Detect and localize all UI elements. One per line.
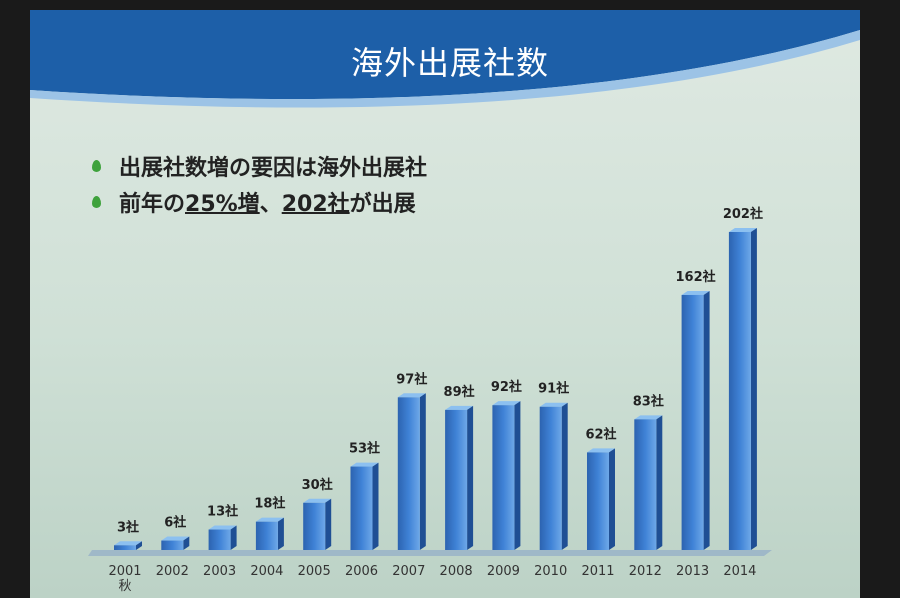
- bullet-text: が出展: [349, 192, 416, 217]
- x-tick-label: 2013: [676, 564, 710, 579]
- bar-side: [183, 536, 190, 550]
- value-label: 30社: [302, 477, 333, 493]
- bullet: 前年の 25%増、 202社 が出展: [92, 184, 427, 220]
- bar-side: [609, 448, 615, 550]
- bar-side: [419, 393, 426, 550]
- bar: [681, 294, 704, 550]
- x-tick-label: 2008: [439, 564, 473, 579]
- x-tick-label: 2012: [628, 564, 662, 579]
- value-label: 89社: [444, 384, 475, 400]
- bar: [634, 419, 657, 550]
- bar-top: [397, 393, 426, 398]
- value-label: 53社: [349, 441, 380, 457]
- value-label: 162社: [676, 269, 716, 285]
- bar-top: [208, 525, 237, 530]
- value-label: 6社: [164, 515, 186, 531]
- bar-top: [303, 498, 332, 503]
- value-label: 97社: [396, 371, 427, 387]
- bar-side: [136, 541, 142, 550]
- value-label: 13社: [207, 504, 238, 520]
- bar-top: [350, 462, 379, 467]
- bar-top: [114, 541, 142, 546]
- value-label: 62社: [585, 426, 616, 442]
- bullet-text: 25%増: [185, 192, 260, 217]
- x-tick-label: 2004: [250, 564, 284, 579]
- bar-top: [681, 290, 710, 295]
- bar-side: [277, 517, 284, 550]
- bar: [208, 529, 231, 550]
- bar-side: [561, 402, 568, 550]
- bar-side: [325, 498, 332, 550]
- title-banner: [30, 10, 860, 108]
- x-tick-label: 2001 秋: [108, 564, 142, 594]
- bar-side: [750, 228, 757, 550]
- value-label: 92社: [491, 379, 522, 395]
- bullet-list: 出展社数増の要因は海外出展社 前年の 25%増、 202社 が出展: [92, 148, 427, 220]
- slide: [30, 10, 860, 598]
- chart-title: 海外出展社数: [350, 44, 549, 82]
- bar-top: [539, 402, 568, 407]
- bar: [587, 452, 609, 550]
- x-tick-label: 2006: [344, 564, 379, 579]
- bar-side: [514, 401, 521, 550]
- bar: [397, 397, 420, 550]
- bullet-text: 、: [259, 192, 282, 217]
- bar: [445, 409, 468, 550]
- bar: [539, 406, 562, 550]
- bar: [114, 545, 136, 550]
- bullet: 出展社数増の要因は海外出展社: [92, 148, 427, 184]
- x-tick-label: 2003: [203, 564, 237, 579]
- bar-side: [230, 525, 237, 550]
- value-label: 83社: [633, 393, 664, 409]
- x-tick-label: 2011: [581, 564, 615, 579]
- bar-top: [445, 405, 474, 410]
- floor: [88, 550, 772, 556]
- bar-side: [372, 462, 379, 550]
- bar: [492, 405, 515, 550]
- x-tick-label: 2002: [155, 564, 189, 579]
- bar-top: [161, 536, 190, 541]
- bar-top: [634, 415, 663, 420]
- value-label: 202社: [723, 206, 763, 222]
- x-tick-label: 2005: [297, 564, 331, 579]
- bar: [303, 502, 326, 550]
- bar-side: [656, 415, 663, 550]
- x-tick-label: 2007: [392, 564, 426, 579]
- bar-top: [587, 448, 615, 453]
- bullet-text: 202社: [281, 192, 350, 217]
- bar: [728, 232, 751, 550]
- value-label: 3社: [117, 519, 139, 535]
- value-label: 18社: [254, 496, 285, 512]
- x-tick-label: 2014: [723, 564, 757, 579]
- x-tick-label: 2009: [486, 564, 520, 579]
- bar-top: [728, 228, 757, 232]
- bar-top: [492, 401, 521, 406]
- bullet-text: 前年の: [119, 192, 186, 217]
- bar: [255, 521, 278, 550]
- x-tick-label: 2010: [534, 564, 568, 579]
- value-label: 91社: [538, 381, 569, 397]
- bullet-text: 出展社数増の要因は海外出展社: [119, 156, 428, 181]
- bar: [161, 540, 184, 550]
- bar-side: [703, 290, 710, 550]
- bar-top: [255, 517, 284, 522]
- bar-side: [467, 405, 474, 550]
- bar: [350, 466, 373, 550]
